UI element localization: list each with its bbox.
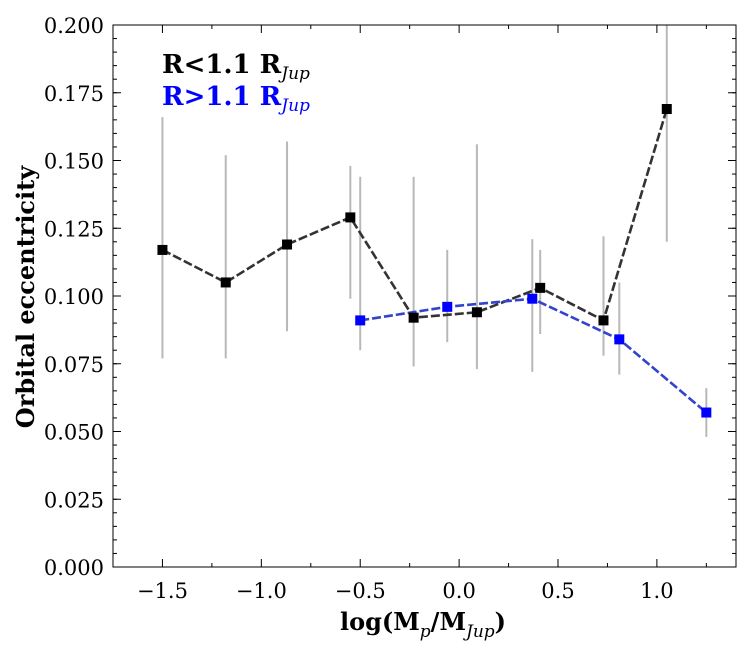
data-point-large-radius	[614, 334, 625, 345]
y-tick-label: 0.025	[44, 488, 104, 512]
y-tick-label: 0.150	[44, 150, 104, 174]
legend-entry-small-radius: R<1.1 RJup	[162, 50, 310, 84]
data-point-small-radius	[598, 315, 609, 326]
y-tick-label: 0.075	[44, 353, 104, 377]
data-point-small-radius	[282, 239, 293, 250]
data-point-large-radius	[527, 293, 538, 304]
x-tick-label: 0.0	[442, 579, 475, 603]
data-point-large-radius	[355, 315, 366, 326]
y-tick-label: 0.000	[44, 556, 104, 580]
x-tick-label: 1.0	[640, 579, 673, 603]
data-markers	[157, 104, 712, 418]
data-point-small-radius	[408, 312, 419, 323]
y-tick-label: 0.200	[44, 14, 104, 38]
legend: R<1.1 RJup R>1.1 RJup	[162, 50, 310, 116]
x-tick-label: 0.5	[541, 579, 574, 603]
data-point-small-radius	[661, 104, 672, 115]
y-tick-label: 0.100	[44, 285, 104, 309]
y-tick-label: 0.175	[44, 82, 104, 106]
y-axis-label: Orbital eccentricity	[11, 165, 40, 428]
data-point-small-radius	[345, 212, 356, 223]
data-point-small-radius	[535, 282, 546, 293]
y-axis: 0.000 0.025 0.050 0.075 0.100 0.125 0.150 0.175…	[44, 14, 736, 580]
y-tick-label: 0.050	[44, 421, 104, 445]
data-point-large-radius	[442, 301, 453, 312]
legend-entry-large-radius: R>1.1 RJup	[162, 82, 310, 116]
data-point-large-radius	[701, 407, 712, 418]
data-point-small-radius	[471, 307, 482, 318]
x-tick-label: −1.0	[236, 579, 287, 603]
series-lines	[161, 108, 708, 414]
x-tick-label: −1.5	[137, 579, 188, 603]
x-axis: −1.5 −1.0 −0.5 0.0 0.5 1.0	[137, 25, 707, 603]
data-point-small-radius	[220, 277, 231, 288]
data-point-small-radius	[157, 244, 168, 255]
y-tick-label: 0.125	[44, 217, 104, 241]
x-axis-label: log(Mp/MJup)	[340, 607, 506, 642]
x-tick-label: −0.5	[335, 579, 386, 603]
